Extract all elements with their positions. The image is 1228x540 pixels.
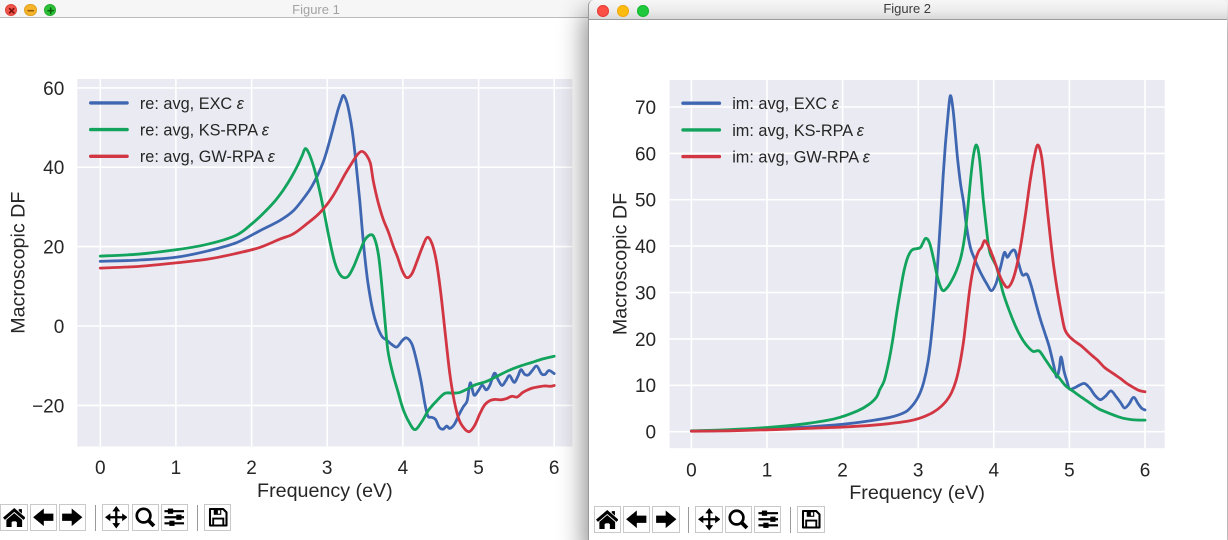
svg-text:0: 0: [686, 460, 697, 481]
svg-text:Macroscopic DF: Macroscopic DF: [7, 192, 29, 334]
svg-text:0: 0: [646, 423, 657, 444]
svg-text:5: 5: [473, 458, 484, 479]
svg-text:Macroscopic DF: Macroscopic DF: [609, 193, 631, 335]
svg-text:20: 20: [635, 330, 656, 351]
svg-text:re: avg, KS-RPA ε: re: avg, KS-RPA ε: [140, 122, 270, 140]
svg-text:20: 20: [43, 238, 64, 259]
svg-text:6: 6: [1140, 460, 1151, 481]
svg-text:im: avg, KS-RPA ε: im: avg, KS-RPA ε: [732, 122, 865, 140]
svg-text:10: 10: [635, 376, 656, 397]
svg-text:70: 70: [635, 98, 656, 119]
svg-text:0: 0: [95, 458, 106, 479]
svg-text:2: 2: [246, 458, 257, 479]
svg-text:60: 60: [635, 144, 656, 165]
svg-text:50: 50: [635, 191, 656, 212]
svg-text:re: avg, EXC ε: re: avg, EXC ε: [140, 95, 245, 113]
svg-text:re: avg, GW-RPA ε: re: avg, GW-RPA ε: [140, 148, 276, 166]
svg-text:40: 40: [43, 158, 64, 179]
svg-text:60: 60: [43, 79, 64, 100]
svg-text:30: 30: [635, 283, 656, 304]
svg-text:−20: −20: [32, 396, 64, 417]
svg-text:Frequency (eV): Frequency (eV): [257, 480, 393, 502]
svg-text:im: avg, EXC ε: im: avg, EXC ε: [732, 95, 840, 113]
svg-text:6: 6: [549, 458, 560, 479]
svg-text:im: avg, GW-RPA ε: im: avg, GW-RPA ε: [732, 149, 871, 167]
svg-text:3: 3: [913, 460, 924, 481]
svg-text:2: 2: [837, 460, 848, 481]
svg-text:40: 40: [635, 237, 656, 258]
svg-text:0: 0: [54, 317, 65, 338]
svg-text:4: 4: [398, 458, 409, 479]
svg-text:4: 4: [989, 460, 1000, 481]
svg-text:3: 3: [322, 458, 333, 479]
svg-text:1: 1: [171, 458, 182, 479]
svg-text:1: 1: [762, 460, 773, 481]
svg-text:5: 5: [1064, 460, 1075, 481]
svg-text:Frequency (eV): Frequency (eV): [849, 482, 985, 504]
